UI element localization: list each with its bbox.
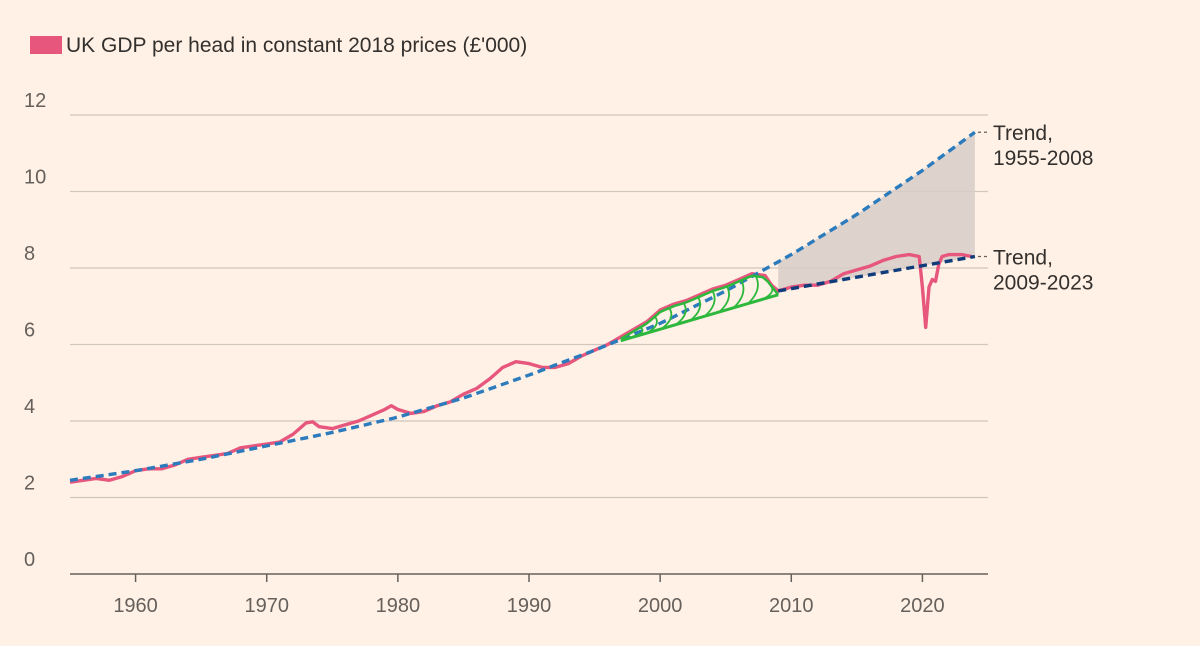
scribble-stroke — [747, 275, 759, 305]
annotation-text: Trend, — [993, 122, 1053, 145]
legend-swatch — [30, 36, 62, 54]
x-tick-label: 2020 — [900, 595, 945, 617]
x-tick-label: 1990 — [507, 595, 552, 617]
scribble-stroke — [732, 279, 745, 309]
trend-2009-2023-line — [777, 254, 976, 293]
y-tick-label: 2 — [24, 473, 35, 495]
scribble-top-line — [620, 274, 780, 340]
shaded-gap-layer — [778, 132, 975, 291]
scribble-stroke — [660, 307, 673, 330]
y-tick-label: 0 — [24, 549, 35, 571]
scribble-stroke — [762, 284, 774, 301]
scribble-stroke — [704, 290, 716, 317]
x-tick-label: 1970 — [244, 595, 289, 617]
annotation-text: 2009-2023 — [993, 272, 1093, 295]
y-tick-label: 10 — [24, 167, 46, 189]
annotation-text: 1955-2008 — [993, 147, 1093, 170]
x-tick-label: 1960 — [113, 595, 158, 617]
series-layer — [69, 130, 976, 484]
scribble-stroke — [632, 326, 644, 339]
axes-layer: 0 2 4 6 8 10 12 1960 1970 1980 1990 2000 2010 2020 — [24, 90, 945, 617]
y-tick-label: 8 — [24, 243, 35, 265]
shaded-gap-area — [778, 132, 975, 291]
gridlines — [70, 114, 988, 575]
scribble-stroke — [689, 296, 702, 322]
y-tick-label: 4 — [24, 396, 35, 418]
y-tick-label: 12 — [24, 90, 46, 112]
annotation-text: Trend, — [993, 247, 1053, 270]
scribble-stroke — [718, 286, 730, 313]
scribble-stroke — [675, 302, 687, 326]
x-tick-label: 1980 — [376, 595, 421, 617]
gdp-line — [69, 252, 972, 484]
scribble-overlay-layer — [620, 274, 780, 343]
x-tick-label: 2000 — [638, 595, 683, 617]
legend-label: UK GDP per head in constant 2018 prices … — [66, 34, 527, 57]
trend-1955-2008-line — [69, 130, 976, 482]
x-tick-label: 2010 — [769, 595, 814, 617]
y-tick-label: 6 — [24, 320, 35, 342]
scribble-stroke — [646, 316, 658, 334]
